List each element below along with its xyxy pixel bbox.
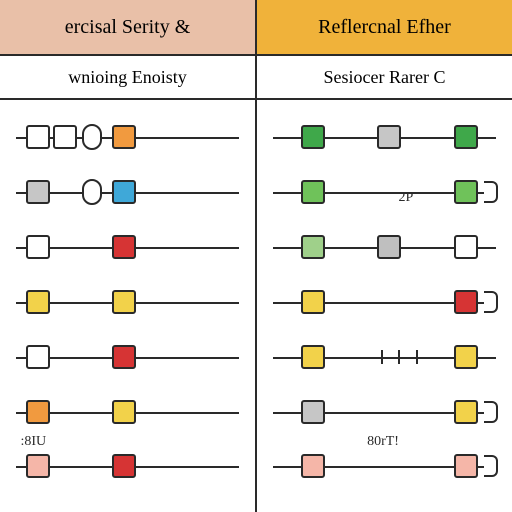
diagram-row	[273, 120, 496, 154]
header-left: ercisal Serity &	[0, 0, 257, 54]
square-node	[301, 235, 325, 259]
diagram-row	[273, 285, 496, 319]
square-node	[26, 345, 50, 369]
pill-node	[82, 124, 102, 150]
square-node	[301, 345, 325, 369]
diagram-row	[273, 449, 496, 483]
diagram-row: 80rT!	[273, 395, 496, 429]
pill-node	[82, 179, 102, 205]
diagram-row	[16, 175, 239, 209]
diagram-row	[273, 230, 496, 264]
square-node	[26, 400, 50, 424]
square-node	[454, 125, 478, 149]
square-node	[301, 125, 325, 149]
end-cap	[484, 181, 498, 203]
end-cap	[484, 455, 498, 477]
diagram-row	[16, 340, 239, 374]
diagram-row	[16, 285, 239, 319]
right-column: 2P 80rT!	[257, 100, 512, 512]
square-node	[377, 125, 401, 149]
tick-mark	[398, 350, 400, 364]
square-node	[53, 125, 77, 149]
square-node	[301, 400, 325, 424]
square-node	[26, 235, 50, 259]
left-column: :8IU	[0, 100, 257, 512]
square-node	[112, 290, 136, 314]
square-node	[112, 345, 136, 369]
square-node	[301, 290, 325, 314]
subheader-row: wnioing Enoisty Sesiocer Rarer C	[0, 56, 512, 100]
square-node	[26, 180, 50, 204]
square-node	[454, 290, 478, 314]
end-cap	[484, 401, 498, 423]
row-label: 80rT!	[367, 434, 399, 450]
square-node	[26, 454, 50, 478]
body-row: :8IU 2P 80rT!	[0, 100, 512, 512]
diagram-row: :8IU	[16, 395, 239, 429]
square-node	[454, 345, 478, 369]
diagram-row	[16, 449, 239, 483]
diagram-row: 2P	[273, 175, 496, 209]
square-node	[26, 125, 50, 149]
square-node	[112, 235, 136, 259]
diagram-row	[16, 120, 239, 154]
row-label: 2P	[398, 190, 413, 206]
square-node	[112, 454, 136, 478]
square-node	[112, 180, 136, 204]
square-node	[377, 235, 401, 259]
square-node	[301, 180, 325, 204]
square-node	[301, 454, 325, 478]
square-node	[454, 454, 478, 478]
subheader-right: Sesiocer Rarer C	[257, 56, 512, 98]
tick-mark	[381, 350, 383, 364]
row-label: :8IU	[20, 434, 46, 450]
end-cap	[484, 291, 498, 313]
header-row: ercisal Serity & Reflercnal Efher	[0, 0, 512, 56]
square-node	[112, 400, 136, 424]
subheader-left: wnioing Enoisty	[0, 56, 257, 98]
square-node	[454, 235, 478, 259]
tick-mark	[416, 350, 418, 364]
square-node	[454, 400, 478, 424]
diagram-row	[16, 230, 239, 264]
square-node	[26, 290, 50, 314]
square-node	[112, 125, 136, 149]
diagram-row	[273, 340, 496, 374]
square-node	[454, 180, 478, 204]
header-right: Reflercnal Efher	[257, 0, 512, 54]
